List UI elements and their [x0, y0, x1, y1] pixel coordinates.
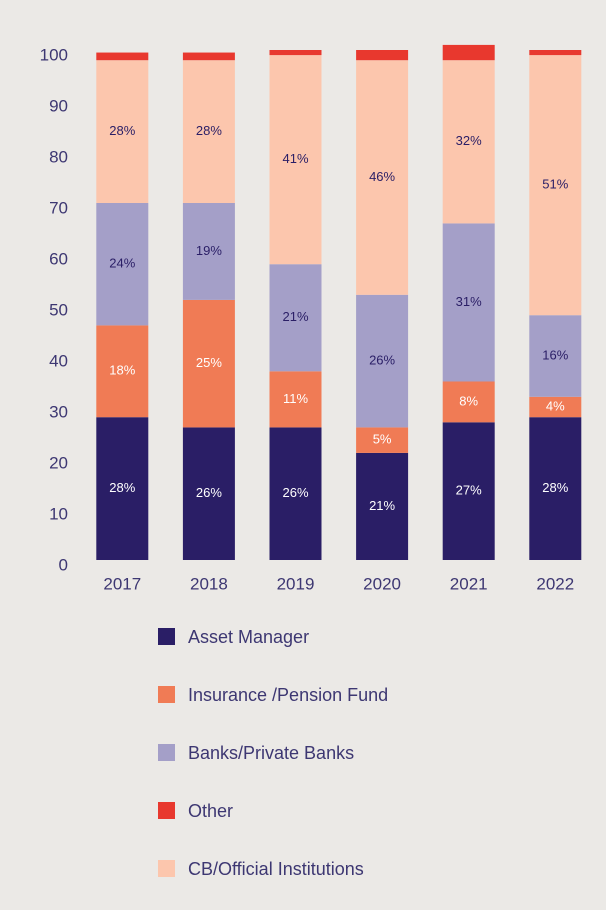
bar-segment [269, 55, 322, 265]
bar-segment [96, 417, 149, 560]
legend-label: Banks/Private Banks [188, 743, 354, 763]
legend-swatch [158, 860, 175, 877]
bar-segment [356, 60, 409, 295]
value-label: 24% [109, 256, 135, 271]
value-label: 21% [282, 309, 308, 324]
value-label: 26% [369, 353, 395, 368]
bar-segment [529, 417, 582, 560]
value-label: 28% [196, 123, 222, 138]
bar-segment [96, 325, 149, 418]
bar-segment [269, 50, 322, 56]
bar-segment [529, 55, 582, 316]
bar-segment [442, 223, 495, 382]
bar-segment [182, 299, 235, 428]
bar-segment [182, 427, 235, 560]
value-label: 21% [369, 498, 395, 513]
value-label: 27% [456, 483, 482, 498]
legend-label: Asset Manager [188, 627, 309, 647]
y-tick-label: 10 [49, 504, 68, 523]
bar-segment [356, 427, 409, 453]
bar-segment [96, 60, 149, 204]
x-tick-label: 2017 [103, 574, 141, 593]
y-tick-label: 30 [49, 402, 68, 421]
value-label: 31% [456, 294, 482, 309]
x-tick-label: 2022 [536, 574, 574, 593]
x-tick-label: 2021 [450, 574, 488, 593]
y-tick-label: 50 [49, 300, 68, 319]
legend-swatch [158, 744, 175, 761]
value-label: 28% [542, 480, 568, 495]
legend-label: Other [188, 801, 233, 821]
bar-segment [182, 52, 235, 61]
value-label: 8% [459, 393, 478, 408]
legend-swatch [158, 802, 175, 819]
bar-segment [182, 203, 235, 300]
value-label: 4% [546, 398, 565, 413]
value-label: 51% [542, 177, 568, 192]
bar-segment [356, 452, 409, 560]
legend-label: Insurance /Pension Fund [188, 685, 388, 705]
x-tick-label: 2018 [190, 574, 228, 593]
value-label: 5% [373, 432, 392, 447]
bar-segment [356, 50, 409, 61]
bar-segment [529, 315, 582, 397]
value-label: 26% [196, 485, 222, 500]
y-tick-label: 80 [49, 147, 68, 166]
value-label: 28% [109, 480, 135, 495]
legend-label: CB/Official Institutions [188, 859, 364, 879]
y-tick-label: 60 [49, 249, 68, 268]
value-label: 16% [542, 347, 568, 362]
value-label: 46% [369, 169, 395, 184]
value-label: 25% [196, 355, 222, 370]
bar-segment [442, 60, 495, 224]
legend-swatch [158, 686, 175, 703]
bar-segment [442, 422, 495, 560]
y-tick-label: 70 [49, 198, 68, 217]
bar-segment [269, 264, 322, 372]
bar-segment [269, 371, 322, 428]
value-label: 19% [196, 243, 222, 258]
y-tick-label: 0 [59, 555, 68, 574]
y-tick-label: 20 [49, 453, 68, 472]
value-label: 11% [283, 391, 308, 406]
value-label: 18% [109, 363, 135, 378]
y-tick-label: 90 [49, 96, 68, 115]
x-tick-label: 2019 [277, 574, 315, 593]
x-tick-label: 2020 [363, 574, 401, 593]
bar-segment [529, 50, 582, 56]
y-tick-label: 40 [49, 351, 68, 370]
bar-segment [529, 396, 582, 418]
bar-segment [356, 294, 409, 428]
y-tick-label: 100 [40, 45, 68, 64]
bar-segment [269, 427, 322, 560]
bar-segment [182, 60, 235, 204]
legend-swatch [158, 628, 175, 645]
bar-segment [442, 44, 495, 61]
bar-segment [96, 203, 149, 326]
value-label: 32% [456, 133, 482, 148]
bar-segment [442, 381, 495, 423]
value-label: 41% [282, 151, 308, 166]
value-label: 28% [109, 123, 135, 138]
bar-segment [96, 52, 149, 61]
value-label: 26% [282, 485, 308, 500]
